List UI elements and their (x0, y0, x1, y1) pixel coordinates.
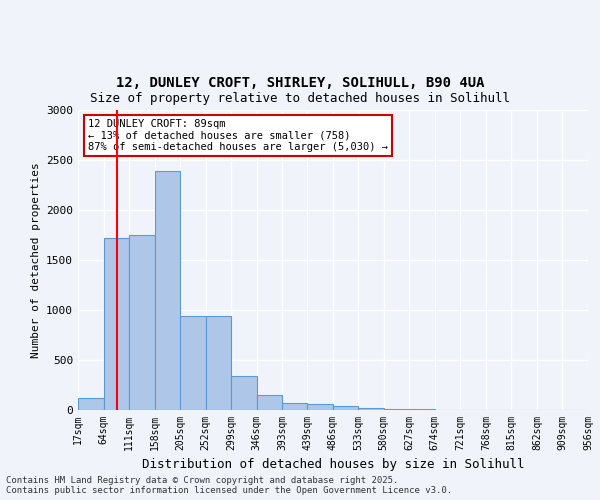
Bar (409, 409, 435, 410)
Bar (129, 235, 155, 410)
Text: 12 DUNLEY CROFT: 89sqm
← 13% of detached houses are smaller (758)
87% of semi-de: 12 DUNLEY CROFT: 89sqm ← 13% of detached… (88, 119, 388, 152)
Bar (257, 394, 282, 410)
Bar (384, 408, 409, 410)
Bar (358, 408, 384, 410)
Text: 12, DUNLEY CROFT, SHIRLEY, SOLIHULL, B90 4UA: 12, DUNLEY CROFT, SHIRLEY, SOLIHULL, B90… (116, 76, 484, 90)
Bar (231, 376, 257, 410)
Bar (104, 238, 129, 410)
Bar (206, 316, 231, 410)
Text: Contains HM Land Registry data © Crown copyright and database right 2025.
Contai: Contains HM Land Registry data © Crown c… (6, 476, 452, 495)
Bar (180, 316, 206, 410)
X-axis label: Distribution of detached houses by size in Solihull: Distribution of detached houses by size … (142, 458, 524, 471)
Text: Size of property relative to detached houses in Solihull: Size of property relative to detached ho… (90, 92, 510, 105)
Bar (78, 398, 104, 410)
Bar (307, 404, 333, 410)
Y-axis label: Number of detached properties: Number of detached properties (31, 162, 41, 358)
Bar (333, 406, 358, 410)
Bar (282, 402, 307, 410)
Bar (155, 171, 180, 410)
